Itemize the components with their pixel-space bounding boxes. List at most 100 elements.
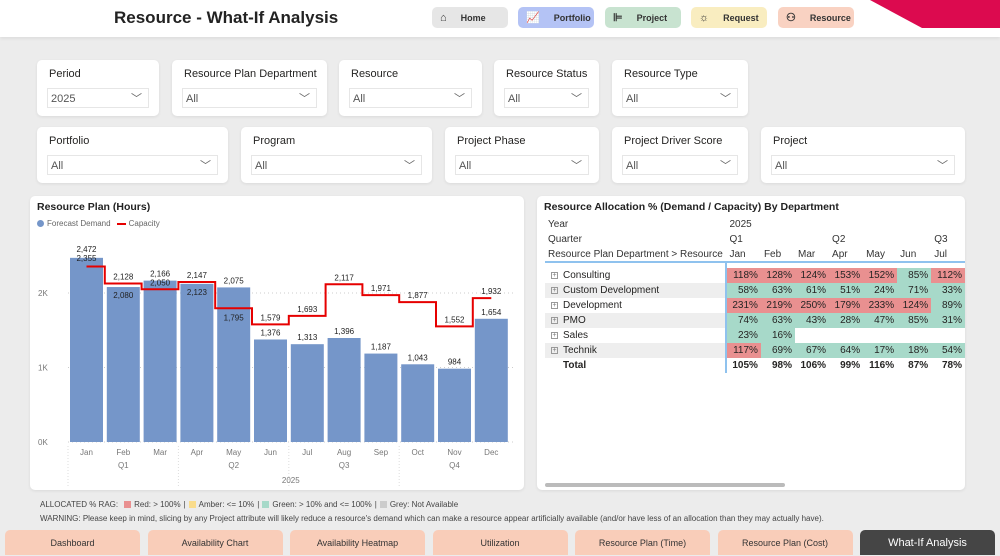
slicer-dropdown[interactable]: All ﹀ — [622, 155, 738, 175]
allocation-cell[interactable]: 64% — [829, 343, 864, 358]
allocation-cell[interactable] — [931, 328, 965, 343]
matrix-row: + Consulting 118% 128% 124% 153% 152% 85% 112% — [545, 268, 965, 283]
allocation-cell[interactable]: 67% — [795, 343, 830, 358]
slicer-dropdown[interactable]: All ﹀ — [504, 88, 589, 108]
rag-legend: ALLOCATED % RAG: Red: > 100% | Amber: <= … — [40, 500, 458, 509]
nav-request-button[interactable]: ☼ Request — [691, 7, 767, 28]
page-tab-dashboard[interactable]: Dashboard — [5, 530, 140, 555]
allocation-cell[interactable]: 16% — [760, 328, 795, 343]
allocation-cell[interactable]: 28% — [829, 313, 864, 328]
page-tab-resource-plan-time[interactable]: Resource Plan (Time) — [575, 530, 710, 555]
demand-bar[interactable] — [143, 280, 177, 442]
demand-bar[interactable] — [217, 287, 251, 442]
expand-icon[interactable]: + — [551, 346, 558, 354]
allocation-cell[interactable]: 58% — [726, 283, 761, 298]
allocation-cell[interactable] — [897, 328, 931, 343]
slicer-dropdown[interactable]: 2025 ﹀ — [47, 88, 149, 108]
chevron-down-icon: ﹀ — [720, 93, 731, 105]
quarter-label: Q1 — [118, 461, 129, 470]
slicer-dropdown[interactable]: All ﹀ — [622, 88, 738, 108]
allocation-cell[interactable]: 61% — [795, 283, 830, 298]
legend-demand-marker — [37, 220, 44, 227]
allocation-cell[interactable]: 179% — [829, 298, 864, 313]
demand-bar[interactable] — [254, 339, 287, 442]
slicer-label: Resource Type — [624, 68, 698, 80]
slicer-dropdown[interactable]: All ﹀ — [455, 155, 589, 175]
allocation-cell[interactable]: 231% — [726, 298, 761, 313]
slicer-dropdown[interactable]: All ﹀ — [251, 155, 422, 175]
nav-resource-button[interactable]: ⚇ Resource — [778, 7, 854, 28]
page-tab-resource-plan-cost[interactable]: Resource Plan (Cost) — [717, 530, 853, 555]
allocation-cell[interactable]: 31% — [931, 313, 965, 328]
slicer-dropdown[interactable]: All ﹀ — [47, 155, 218, 175]
demand-bar[interactable] — [438, 368, 471, 442]
nav-project-button[interactable]: ⊫ Project — [605, 7, 681, 28]
allocation-cell[interactable]: 23% — [726, 328, 761, 343]
allocation-cell[interactable]: 124% — [897, 298, 932, 313]
allocation-cell[interactable]: 118% — [726, 268, 761, 283]
demand-bar[interactable] — [70, 257, 103, 442]
demand-bar[interactable] — [401, 364, 435, 442]
allocation-cell[interactable]: 24% — [863, 283, 898, 298]
allocation-cell[interactable]: 63% — [760, 283, 795, 298]
allocation-cell[interactable]: 43% — [795, 313, 830, 328]
expand-icon[interactable]: + — [551, 301, 558, 309]
nav-home-button[interactable]: ⌂ Home — [432, 7, 508, 28]
allocation-cell[interactable] — [829, 328, 863, 343]
slicer-value: All — [626, 160, 639, 172]
nav-portfolio-button[interactable]: 📈 Portfolio — [518, 7, 594, 28]
slicer-dropdown[interactable]: All ﹀ — [771, 155, 955, 175]
allocation-cell[interactable]: 47% — [863, 313, 898, 328]
allocation-cell[interactable]: 89% — [931, 298, 965, 313]
allocation-cell[interactable]: 153% — [829, 268, 864, 283]
allocation-cell[interactable]: 85% — [897, 313, 932, 328]
capacity-data-label: 1,795 — [224, 313, 245, 322]
horizontal-scrollbar[interactable] — [545, 483, 785, 487]
allocation-cell[interactable]: 69% — [760, 343, 795, 358]
allocation-cell[interactable]: 54% — [931, 343, 965, 358]
demand-bar[interactable] — [180, 283, 214, 442]
allocation-cell[interactable]: 112% — [931, 268, 965, 283]
allocation-cell[interactable]: 117% — [726, 343, 761, 358]
year-header: Year — [548, 219, 569, 230]
allocation-cell[interactable]: 219% — [760, 298, 795, 313]
demand-bar[interactable] — [327, 337, 361, 442]
rag-amber: Amber: <= 10% — [198, 500, 255, 509]
allocation-cell[interactable]: 33% — [931, 283, 965, 298]
allocation-cell[interactable]: 124% — [795, 268, 830, 283]
demand-bar[interactable] — [364, 353, 398, 442]
expand-icon[interactable]: + — [551, 271, 558, 279]
capacity-data-label: 1,693 — [297, 305, 318, 314]
expand-icon[interactable]: + — [551, 331, 558, 339]
allocation-cell[interactable]: 71% — [897, 283, 932, 298]
demand-bar[interactable] — [290, 344, 324, 442]
x-tick-label: Mar — [153, 448, 167, 457]
expand-icon[interactable]: + — [551, 286, 558, 294]
page-tab-what-if-analysis[interactable]: What-If Analysis — [860, 530, 995, 555]
allocation-cell[interactable]: 152% — [863, 268, 898, 283]
demand-bar[interactable] — [106, 287, 140, 442]
allocation-cell[interactable]: 128% — [760, 268, 795, 283]
total-cell: 99% — [840, 360, 861, 371]
page-tab-availability-heatmap[interactable]: Availability Heatmap — [290, 530, 425, 555]
slicer-dropdown[interactable]: All ﹀ — [349, 88, 472, 108]
matrix-row: + Custom Development 58% 63% 61% 51% 24% 71% 33% — [545, 283, 965, 298]
allocation-cell[interactable]: 85% — [897, 268, 932, 283]
demand-bar[interactable] — [474, 318, 508, 442]
expand-icon[interactable]: + — [551, 316, 558, 324]
allocation-cell[interactable]: 233% — [863, 298, 898, 313]
allocation-cell[interactable] — [863, 328, 897, 343]
allocation-cell[interactable]: 18% — [897, 343, 932, 358]
page-tab-utilization[interactable]: Utilization — [432, 530, 568, 555]
page-tab-availability-chart[interactable]: Availability Chart — [147, 530, 283, 555]
allocation-cell[interactable]: 250% — [795, 298, 830, 313]
allocation-cell[interactable]: 51% — [829, 283, 864, 298]
quarter-header: Quarter — [548, 234, 582, 245]
allocation-matrix-panel: Resource Allocation % (Demand / Capacity… — [537, 196, 965, 490]
allocation-cell[interactable] — [795, 328, 829, 343]
allocation-cell[interactable]: 74% — [726, 313, 761, 328]
allocation-cell[interactable]: 63% — [760, 313, 795, 328]
allocation-cell[interactable]: 17% — [863, 343, 898, 358]
slicer-dropdown[interactable]: All ﹀ — [182, 88, 317, 108]
demand-data-label: 984 — [448, 358, 462, 367]
